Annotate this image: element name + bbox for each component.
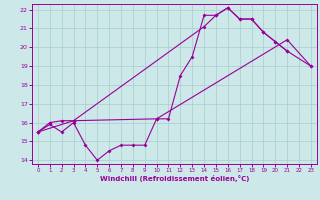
X-axis label: Windchill (Refroidissement éolien,°C): Windchill (Refroidissement éolien,°C) — [100, 175, 249, 182]
